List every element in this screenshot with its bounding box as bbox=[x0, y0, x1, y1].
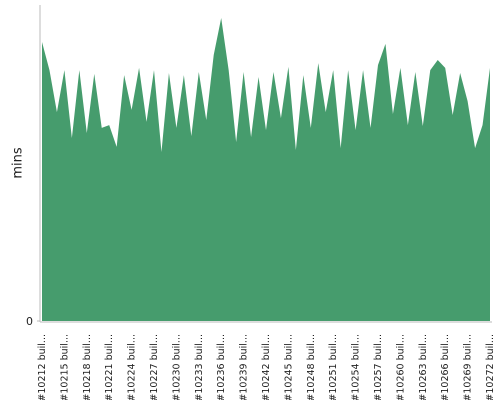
x-tick-label: #10266 buil... bbox=[440, 334, 451, 400]
x-tick-label: #10233 buil... bbox=[194, 334, 205, 400]
x-tick-label: #10248 buil... bbox=[306, 334, 317, 400]
x-tick-label: #10269 buil... bbox=[463, 334, 474, 400]
x-tick-label: #10215 buil... bbox=[59, 334, 70, 400]
x-tick-label: #10221 buil... bbox=[104, 334, 115, 400]
x-tick-label: #10218 buil... bbox=[82, 334, 93, 400]
x-tick-label: #10227 buil... bbox=[149, 334, 160, 400]
x-tick-label: #10242 buil... bbox=[261, 334, 272, 400]
x-tick-label: #10239 buil... bbox=[239, 334, 250, 400]
x-tick-label: #10245 buil... bbox=[283, 334, 294, 400]
area bbox=[42, 17, 490, 322]
x-tick-label: #10254 buil... bbox=[351, 334, 362, 400]
x-tick-label: #10224 buil... bbox=[127, 334, 138, 400]
x-tick-label: #10257 buil... bbox=[373, 334, 384, 400]
x-tick-label: #10230 buil... bbox=[171, 334, 182, 400]
x-tick-label: #10263 buil... bbox=[418, 334, 429, 400]
x-tick-label: #10272 buil... bbox=[485, 334, 496, 400]
x-tick-label: #10236 buil... bbox=[216, 334, 227, 400]
y-axis-label: mins bbox=[11, 147, 26, 179]
y-tick-label: 0 bbox=[26, 315, 33, 328]
x-tick-label: #10251 buil... bbox=[328, 334, 339, 400]
x-tick-label: #10260 buil... bbox=[395, 334, 406, 400]
x-tick-label: #10212 buil... bbox=[37, 334, 48, 400]
